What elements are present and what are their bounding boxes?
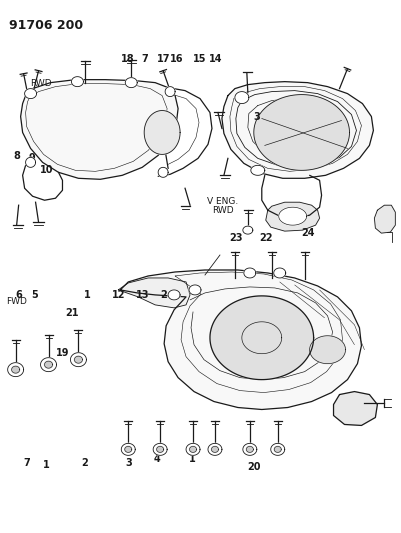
Text: 2: 2 [81, 458, 88, 468]
Text: 2: 2 [160, 289, 167, 300]
Text: 3: 3 [253, 112, 260, 122]
Polygon shape [186, 443, 200, 455]
Text: 15: 15 [193, 54, 207, 64]
Polygon shape [274, 446, 281, 453]
Polygon shape [210, 296, 314, 379]
Text: 5: 5 [31, 290, 38, 300]
Polygon shape [274, 268, 286, 278]
Polygon shape [222, 82, 373, 179]
Text: 7: 7 [23, 458, 30, 468]
Text: 14: 14 [209, 54, 223, 64]
Text: 21: 21 [65, 308, 79, 318]
Text: 1: 1 [43, 459, 50, 470]
Text: 23: 23 [230, 233, 243, 244]
Polygon shape [153, 443, 167, 455]
Polygon shape [235, 92, 249, 103]
Text: 9: 9 [28, 153, 35, 163]
Text: 18: 18 [121, 54, 135, 64]
Text: 20: 20 [248, 462, 261, 472]
Text: 19: 19 [56, 348, 69, 358]
Polygon shape [266, 202, 320, 231]
Text: 16: 16 [170, 54, 183, 64]
Polygon shape [121, 443, 135, 455]
Polygon shape [158, 167, 168, 177]
Polygon shape [144, 110, 180, 155]
Text: RWD: RWD [30, 79, 51, 88]
Polygon shape [12, 366, 20, 373]
Polygon shape [45, 361, 53, 368]
Text: 3: 3 [125, 458, 132, 468]
Text: 22: 22 [260, 233, 273, 244]
Polygon shape [120, 270, 361, 409]
Text: 10: 10 [40, 165, 53, 175]
Polygon shape [118, 278, 190, 308]
Polygon shape [246, 446, 253, 453]
Polygon shape [20, 79, 178, 179]
Text: 17: 17 [157, 54, 170, 64]
Polygon shape [189, 285, 201, 295]
Text: 7: 7 [141, 54, 148, 64]
Polygon shape [279, 207, 307, 225]
Text: 13: 13 [136, 289, 149, 300]
Text: V ENG.: V ENG. [207, 197, 238, 206]
Polygon shape [243, 443, 257, 455]
Polygon shape [244, 268, 256, 278]
Polygon shape [8, 362, 24, 377]
Text: FWD: FWD [6, 296, 27, 305]
Polygon shape [251, 165, 265, 175]
Polygon shape [190, 446, 196, 453]
Text: 6: 6 [15, 290, 22, 300]
Polygon shape [125, 78, 137, 87]
Text: 12: 12 [112, 289, 126, 300]
Polygon shape [71, 77, 83, 87]
Polygon shape [41, 358, 57, 372]
Polygon shape [211, 446, 219, 453]
Polygon shape [271, 443, 285, 455]
Text: 1: 1 [189, 454, 196, 464]
Text: RWD: RWD [212, 206, 233, 215]
Text: 91706 200: 91706 200 [9, 19, 83, 32]
Text: 1: 1 [85, 289, 91, 300]
Polygon shape [125, 446, 132, 453]
Polygon shape [24, 88, 36, 99]
Polygon shape [168, 290, 180, 300]
Polygon shape [254, 94, 350, 171]
Polygon shape [165, 87, 175, 96]
Polygon shape [310, 336, 346, 364]
Polygon shape [334, 392, 377, 425]
Polygon shape [75, 356, 83, 363]
Polygon shape [208, 443, 222, 455]
Polygon shape [26, 157, 36, 167]
Polygon shape [243, 226, 253, 234]
Polygon shape [375, 205, 395, 233]
Polygon shape [71, 353, 86, 367]
Text: 8: 8 [13, 151, 20, 161]
Polygon shape [157, 446, 164, 453]
Text: 4: 4 [153, 454, 160, 464]
Text: 24: 24 [302, 228, 315, 238]
